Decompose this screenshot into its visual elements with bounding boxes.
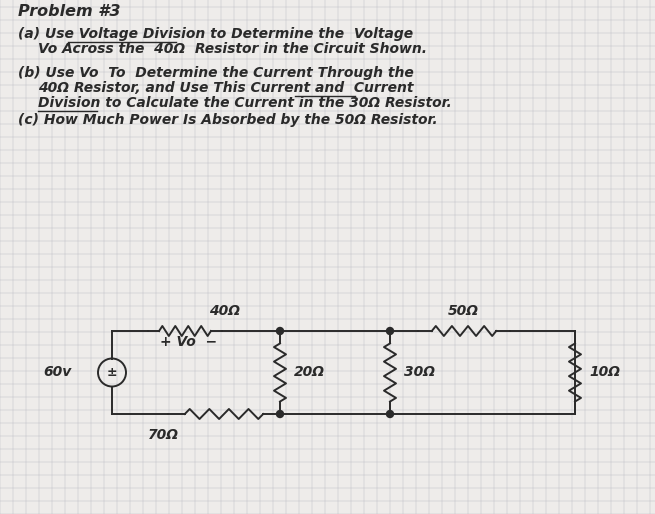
Text: (b) Use Vo  To  Determine the Current Through the: (b) Use Vo To Determine the Current Thro… bbox=[18, 66, 414, 80]
Text: 30Ω: 30Ω bbox=[404, 365, 435, 379]
Circle shape bbox=[386, 411, 394, 417]
Text: 20Ω: 20Ω bbox=[294, 365, 325, 379]
Text: Division to Calculate the Current in the 30Ω Resistor.: Division to Calculate the Current in the… bbox=[38, 96, 452, 110]
Text: (a) Use Voltage Division to Determine the  Voltage: (a) Use Voltage Division to Determine th… bbox=[18, 27, 413, 41]
Text: 40Ω: 40Ω bbox=[210, 304, 240, 318]
Text: Problem #3: Problem #3 bbox=[18, 4, 121, 19]
Text: 60v: 60v bbox=[44, 365, 72, 379]
Text: 70Ω: 70Ω bbox=[147, 428, 179, 442]
Text: ±: ± bbox=[107, 366, 117, 379]
Text: 40Ω Resistor, and Use This Current and  Current: 40Ω Resistor, and Use This Current and C… bbox=[38, 81, 413, 95]
Circle shape bbox=[276, 327, 284, 335]
Text: + Vo  −: + Vo − bbox=[160, 335, 217, 349]
Text: Vo Across the  40Ω  Resistor in the Circuit Shown.: Vo Across the 40Ω Resistor in the Circui… bbox=[38, 42, 427, 56]
Text: 50Ω: 50Ω bbox=[447, 304, 479, 318]
Circle shape bbox=[386, 327, 394, 335]
Text: 10Ω: 10Ω bbox=[589, 365, 620, 379]
Text: (c) How Much Power Is Absorbed by the 50Ω Resistor.: (c) How Much Power Is Absorbed by the 50… bbox=[18, 113, 438, 127]
Circle shape bbox=[276, 411, 284, 417]
